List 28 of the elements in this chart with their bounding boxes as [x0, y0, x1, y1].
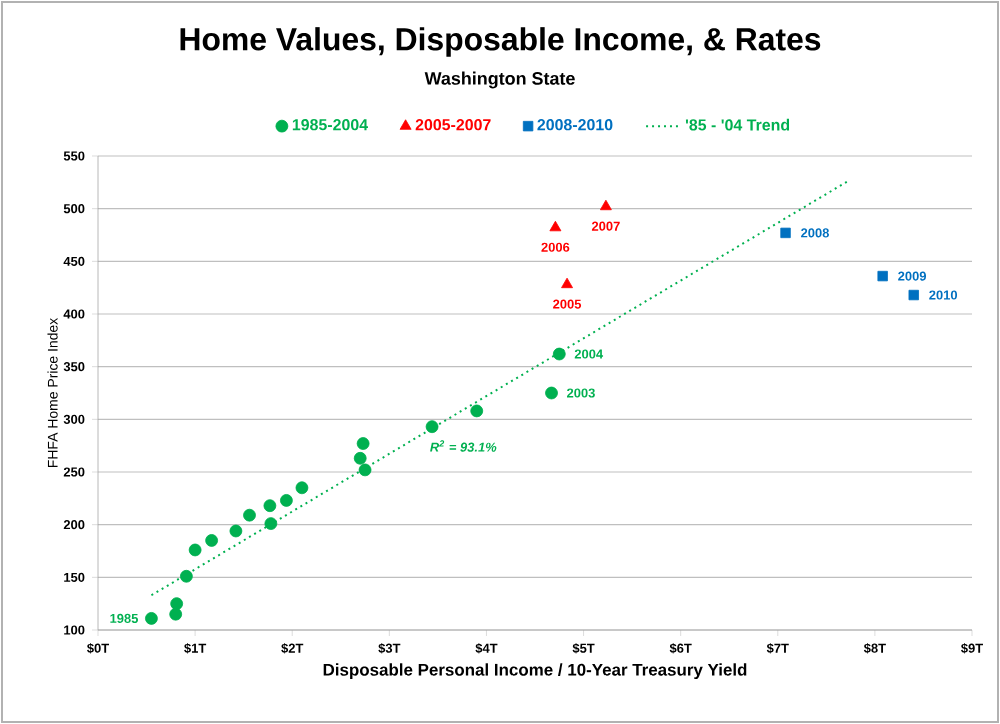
- point: [188, 543, 202, 557]
- point: [356, 437, 370, 450]
- point: [263, 499, 277, 513]
- point: [780, 227, 791, 239]
- point: [169, 607, 183, 621]
- point: [425, 420, 439, 434]
- point: [908, 289, 919, 301]
- chart-subtitle: Washington State: [424, 71, 575, 89]
- point: [877, 270, 888, 282]
- point: [552, 347, 566, 361]
- chart-title: Home Values, Disposable Income, & Rates: [180, 27, 821, 57]
- x-axis-title: Disposable Personal Income / 10-Year Treasury Yield: [323, 663, 747, 680]
- point: [358, 463, 372, 477]
- point: [545, 386, 558, 400]
- point: [599, 199, 612, 211]
- point: [353, 451, 367, 465]
- point: [470, 404, 484, 418]
- point: [229, 524, 243, 538]
- point: [243, 508, 256, 522]
- point: [145, 612, 158, 625]
- point: [264, 517, 278, 530]
- point: [170, 597, 184, 611]
- point: [295, 481, 309, 495]
- point: [280, 494, 293, 507]
- point: [561, 277, 573, 289]
- point: [180, 569, 193, 583]
- point: [205, 534, 218, 547]
- point: [549, 220, 562, 232]
